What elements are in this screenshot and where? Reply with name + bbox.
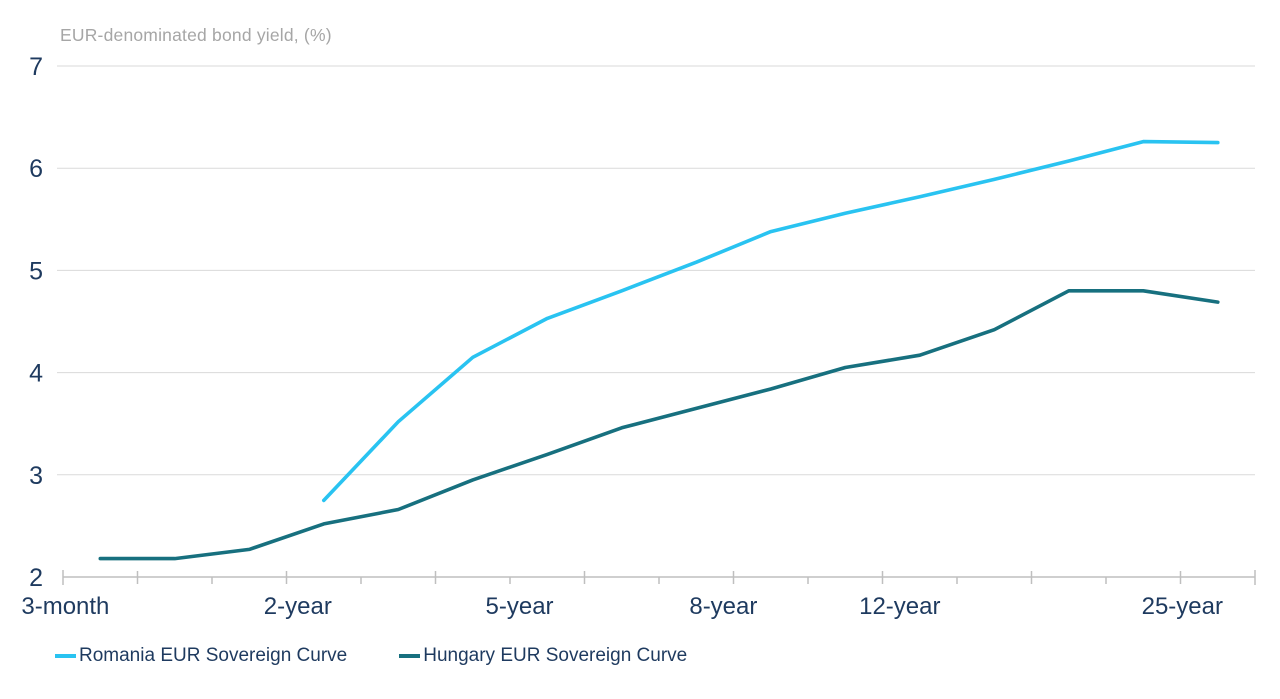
legend: Romania EUR Sovereign Curve Hungary EUR S… <box>55 645 687 667</box>
series-line-romania <box>321 139 1220 503</box>
x-axis-tick-label: 25-year <box>1142 593 1223 620</box>
legend-label: Romania EUR Sovereign Curve <box>79 645 348 666</box>
y-axis-tick-label: 6 <box>29 155 43 183</box>
legend-item-hungary: Hungary EUR Sovereign Curve <box>399 645 687 667</box>
x-axis-tick-label: 3-month <box>21 593 109 620</box>
legend-dash-icon <box>399 654 421 658</box>
x-axis-tick-label: 8-year <box>689 593 757 620</box>
x-axis-tick-label: 5-year <box>486 593 554 620</box>
x-axis-tick-label: 2-year <box>264 593 332 620</box>
y-axis-tick-label: 7 <box>29 53 43 81</box>
chart-title: EUR-denominated bond yield, (%) <box>60 25 332 45</box>
x-axis-tick-label: 12-year <box>859 593 940 620</box>
y-axis-tick-label: 4 <box>29 360 43 388</box>
y-axis-tick-label: 2 <box>29 564 43 592</box>
legend-label: Hungary EUR Sovereign Curve <box>423 645 688 666</box>
series-line-hungary <box>98 288 1220 561</box>
y-axis-tick-label: 5 <box>29 257 43 285</box>
y-axis-tick-label: 3 <box>29 462 43 490</box>
chart-canvas: 2 3 4 5 6 7 3-month 2-year 5-year 8-year 12-year 25… <box>21 53 1256 620</box>
legend-item-romania: Romania EUR Sovereign Curve <box>55 645 347 667</box>
legend-dash-icon <box>55 654 76 658</box>
